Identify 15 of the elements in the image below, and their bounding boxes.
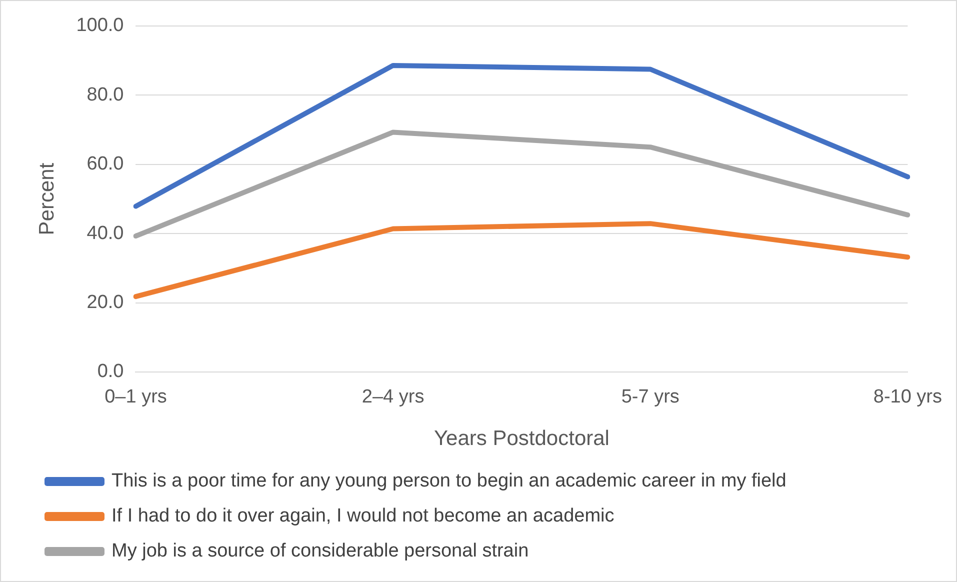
legend-label: My job is a source of considerable personal strain bbox=[112, 540, 529, 562]
x-tick-label: 2–4 yrs bbox=[362, 386, 424, 408]
y-tick-label: 80.0 bbox=[86, 84, 124, 106]
y-tick-label: 100.0 bbox=[76, 15, 124, 36]
y-axis-title: Percent bbox=[35, 162, 58, 236]
y-tick-label: 40.0 bbox=[86, 222, 124, 244]
legend-label: If I had to do it over again, I would not become an academic bbox=[112, 506, 614, 527]
x-axis-title: Years Postdoctoral bbox=[434, 427, 610, 450]
x-tick-label: 0–1 yrs bbox=[104, 386, 167, 408]
y-tick-label: 20.0 bbox=[86, 292, 124, 314]
y-tick-label: 0.0 bbox=[97, 361, 124, 382]
legend-label: This is a poor time for any young person to begin an academic career in my field bbox=[112, 470, 786, 492]
x-tick-label: 8-10 yrs bbox=[873, 386, 942, 408]
y-tick-label: 60.0 bbox=[86, 154, 124, 175]
x-tick-label: 5-7 yrs bbox=[621, 386, 680, 408]
